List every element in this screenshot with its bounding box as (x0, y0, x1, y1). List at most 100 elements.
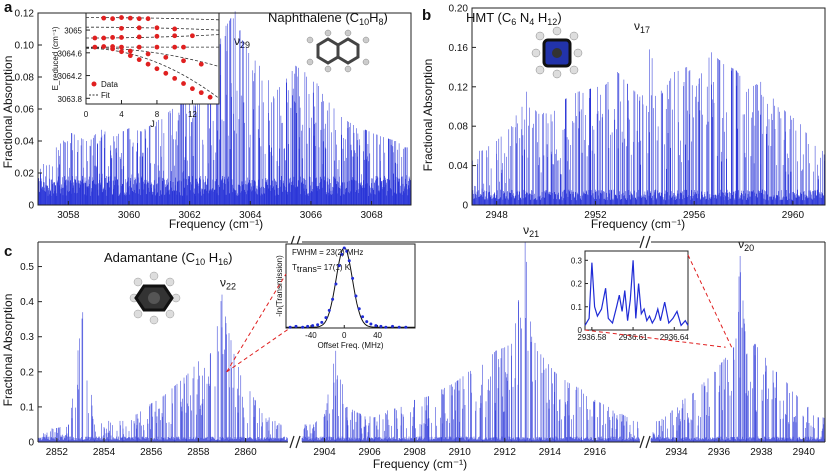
panel-c-ytick-label: 0.5 (20, 262, 34, 273)
panel-a-mode-label: ν29 (234, 34, 250, 50)
axis-break-mark (639, 435, 645, 449)
panel-c-inset-zoom: 0 0.1 0.2 0.3 2936.58 2936.61 2936.64 (571, 250, 733, 348)
inset-a-ytick-label: 3063.8 (58, 95, 83, 104)
inset-a-fit-curve (85, 47, 220, 99)
panel-b-ytick-label: 0.08 (449, 122, 469, 133)
inset-c1-connector (226, 327, 291, 373)
panel-a-xtick-label: 3058 (57, 210, 80, 221)
panel-b-xtick-label: 2948 (486, 210, 509, 221)
title-text: ν (234, 34, 240, 48)
inset-c1-data-point (301, 325, 305, 329)
panel-a-axes: 3058 3060 3062 3064 3066 3068 0 0.02 0.04 0.06 0.0… (15, 9, 412, 221)
title-text: Adamantane (C (104, 250, 195, 265)
inset-a-legend-fit: Fit (101, 91, 111, 100)
title-text: ν (523, 223, 529, 237)
title-text: H (205, 250, 218, 265)
inset-a-legend-marker (91, 81, 97, 87)
panel-c-ytick-label: 0.1 (20, 402, 34, 413)
inset-a-data-point (154, 25, 160, 31)
inset-c1-data-point (327, 308, 331, 312)
panel-a-xtick-label: 3062 (179, 210, 202, 221)
panel-b-ytick-label: 0 (462, 201, 468, 212)
inset-a-data-point (163, 70, 169, 76)
inset-c1-data-point (316, 323, 320, 327)
inset-c2-xtick-label: 2936.64 (660, 333, 689, 342)
inset-c1-annotation-fwhm: FWHM = 23(2) MHz (292, 248, 363, 257)
inset-a-data-point (190, 33, 195, 39)
inset-a-data-point (136, 25, 142, 31)
panel-b-xtick-label: 2956 (683, 210, 706, 221)
axis-break-mark (645, 235, 651, 249)
subscript-text: 4 (529, 17, 534, 27)
inset-c1-data-point (357, 307, 361, 311)
panel-c-ytick-label: 0 (28, 438, 34, 449)
panel-a-xtick-label: 3068 (360, 210, 383, 221)
title-text: ν (738, 237, 744, 251)
subscript-text: 17 (640, 25, 650, 35)
panel-a-xtick-label: 3066 (300, 210, 323, 221)
panel-a-ytick-label: 0 (28, 201, 34, 212)
subscript-text: 10 (195, 257, 205, 267)
axis-break-mark (639, 235, 645, 249)
panel-b-frame (471, 7, 826, 206)
inset-a-data-point (119, 25, 124, 31)
panel-a-ytick-label: 0.02 (15, 169, 35, 180)
panel-c-ytick-label: 0.4 (20, 297, 34, 308)
inset-a-xlabel: J (150, 119, 155, 129)
title-text: T (292, 263, 297, 272)
inset-a-data-point (154, 44, 160, 50)
title-text: ) (557, 10, 561, 25)
panel-a-title: Naphthalene (C10H8) (268, 10, 388, 27)
inset-c1-xtick-label: 0 (342, 331, 347, 340)
inset-c2-xtick-label: 2936.58 (577, 333, 606, 342)
inset-a-data-point (181, 44, 186, 50)
panel-a-ytick-label: 0.04 (15, 137, 35, 148)
subscript-text: 20 (744, 243, 754, 253)
panel-c-xtick-label: 2904 (313, 447, 336, 458)
inset-c1-data-point (404, 325, 408, 329)
inset-a-ytick-label: 3064.2 (58, 72, 83, 81)
inset-c1-data-point (320, 320, 324, 324)
inset-c1-xlabel: Offset Freq. (MHz) (317, 341, 383, 350)
spectrum-line (650, 256, 825, 442)
panel-b-mode-label: ν17 (634, 19, 650, 35)
title-text: = 17(1) K (317, 263, 351, 272)
title-text: ) (228, 250, 232, 265)
inset-a-data-point (136, 44, 142, 50)
title-text: ν (634, 19, 640, 33)
inset-a-data-point (119, 15, 124, 20)
inset-a-ylabel: E_reduced (cm⁻¹) (51, 26, 60, 90)
inset-c1-data-point (365, 320, 369, 324)
title-text: ) (383, 10, 387, 25)
panel-a-xlabel: Frequency (cm⁻¹) (169, 217, 263, 231)
panel-b-title: HMT (C6 N4 H12) (466, 10, 562, 27)
hmt-molecule-icon (531, 26, 583, 79)
title-text: HMT (C (466, 10, 511, 25)
inset-c1-data-point (331, 297, 335, 301)
spectrum-line (471, 49, 825, 205)
panel-c-ylabel: Fractional Absorption (1, 294, 15, 407)
inset-a-frame (85, 12, 220, 105)
panel-a-ylabel: Fractional Absorption (1, 56, 15, 169)
inset-a-data-point (172, 76, 178, 81)
panel-a-naphthalene: a Naphthalene (C10H8) ν29 Frequency (cm⁻… (1, 0, 412, 231)
inset-c1-data-point (347, 259, 351, 263)
inset-a-ytick-label: 3064.6 (58, 49, 83, 58)
inset-a-data-point (110, 46, 115, 52)
inset-a-data-point (127, 15, 133, 21)
inset-a-data-point (110, 16, 115, 22)
panel-c-xtick-label: 2858 (187, 447, 210, 458)
panel-c-axes: 0 0.1 0.2 0.3 0.4 0.5 2852 2854 2856 2858 2860 2904… (20, 235, 826, 458)
panel-b-xtick-label: 2960 (782, 210, 805, 221)
spectrum-line (37, 294, 288, 442)
inset-a-xtick-label: 0 (84, 110, 89, 119)
subscript-text: trans (297, 264, 318, 274)
inset-c1-data-point (324, 316, 328, 320)
inset-a-data-point (92, 35, 98, 41)
axis-break-mark (645, 435, 651, 449)
inset-c1-data-point (294, 324, 298, 328)
inset-a-xtick-label: 8 (155, 110, 160, 119)
panel-b-ylabel: Fractional Absorption (421, 59, 435, 172)
panel-c-xtick-label: 2910 (449, 447, 472, 458)
subscript-text: 6 (511, 17, 516, 27)
